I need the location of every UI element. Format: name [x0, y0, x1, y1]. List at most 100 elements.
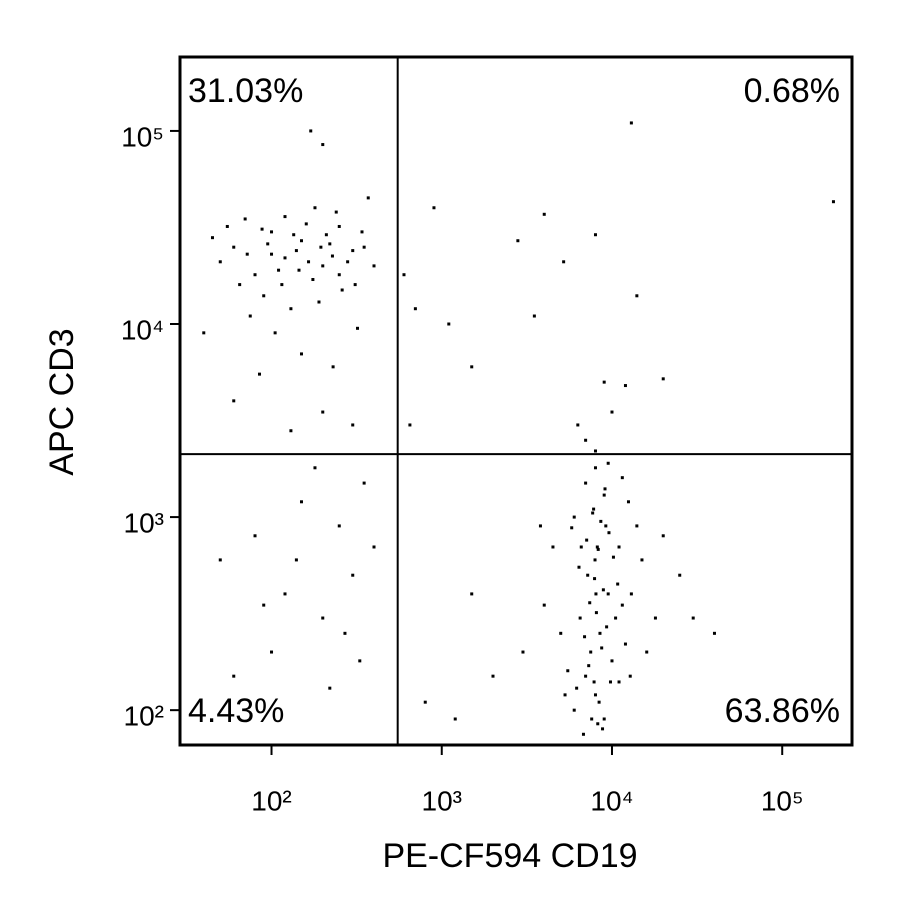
event-dot	[595, 545, 599, 549]
event-dot	[628, 674, 632, 678]
event-dot	[593, 558, 597, 562]
event-dot	[337, 524, 341, 528]
event-dot	[542, 603, 546, 607]
event-dot	[585, 538, 589, 542]
event-dot	[603, 487, 607, 491]
event-dot	[321, 143, 325, 147]
event-dot	[577, 565, 581, 569]
event-dot	[593, 466, 597, 470]
event-dot	[340, 288, 344, 292]
event-dot	[304, 222, 308, 226]
event-dot	[280, 283, 284, 287]
event-dot	[629, 592, 633, 596]
x-tick-label: 10⁵	[761, 785, 804, 816]
event-dot	[299, 239, 303, 243]
event-dot	[238, 283, 242, 287]
event-dot	[586, 573, 590, 577]
event-dot	[601, 588, 605, 592]
event-dot	[581, 732, 585, 736]
event-dot	[592, 680, 596, 684]
event-dot	[563, 693, 567, 697]
event-dot	[447, 322, 451, 326]
event-dot	[678, 573, 682, 577]
event-dot	[588, 601, 592, 605]
event-dot	[262, 603, 266, 607]
event-dot	[601, 727, 605, 731]
event-dot	[319, 245, 323, 249]
event-dot	[653, 616, 657, 620]
event-dot	[491, 674, 495, 678]
event-dot	[626, 500, 630, 504]
event-dot	[596, 722, 600, 726]
event-dot	[596, 547, 600, 551]
event-dot	[331, 365, 335, 369]
event-dot	[270, 252, 274, 256]
event-dot	[606, 592, 610, 596]
event-dot	[593, 233, 597, 237]
event-dot	[313, 206, 317, 210]
event-dot	[324, 233, 328, 237]
event-dot	[408, 423, 412, 427]
event-dot	[330, 254, 334, 258]
event-dot	[270, 230, 274, 234]
event-dot	[617, 545, 621, 549]
event-dot	[620, 603, 624, 607]
event-dot	[432, 206, 436, 210]
event-dot	[283, 256, 287, 260]
event-dot	[360, 230, 364, 234]
y-tick-label: 10³	[124, 507, 164, 538]
y-axis-title: APC CD3	[43, 328, 81, 475]
event-dot	[321, 616, 325, 620]
event-dot	[402, 273, 406, 277]
event-dot	[608, 680, 612, 684]
event-dot	[270, 650, 274, 654]
event-dot	[297, 268, 301, 272]
event-dot	[317, 300, 321, 304]
event-dot	[589, 650, 593, 654]
quadrant-percent: 0.68%	[744, 72, 840, 110]
event-dot	[351, 249, 355, 253]
x-tick-label: 10²	[251, 785, 291, 816]
event-dot	[575, 686, 579, 690]
event-dot	[253, 534, 257, 538]
y-tick-label: 10²	[124, 701, 164, 732]
event-dot	[516, 239, 520, 243]
event-dot	[470, 365, 474, 369]
event-dot	[602, 493, 606, 497]
event-dot	[611, 555, 615, 559]
event-dot	[273, 331, 277, 335]
event-dot	[661, 377, 665, 381]
event-dot	[423, 700, 427, 704]
event-dot	[600, 646, 604, 650]
event-dot	[591, 511, 595, 515]
event-dot	[258, 372, 262, 376]
y-tick-label: 10⁴	[121, 314, 164, 345]
event-dot	[362, 481, 366, 485]
event-dot	[321, 410, 325, 414]
event-dot	[337, 273, 341, 277]
event-dot	[635, 294, 639, 298]
event-dot	[289, 429, 293, 433]
event-dot	[232, 674, 236, 678]
event-dot	[277, 268, 281, 272]
event-dot	[232, 399, 236, 403]
quadrant-percent: 31.03%	[188, 72, 303, 110]
event-dot	[294, 558, 298, 562]
event-dot	[572, 708, 576, 712]
event-dot	[218, 260, 222, 264]
event-dot	[584, 438, 588, 442]
event-dot	[289, 307, 293, 311]
event-dot	[372, 264, 376, 268]
event-dot	[712, 631, 716, 635]
event-dot	[593, 449, 597, 453]
event-dot	[623, 384, 627, 388]
event-dot	[538, 524, 542, 528]
event-dot	[353, 283, 357, 287]
event-dot	[606, 461, 610, 465]
event-dot	[362, 245, 366, 249]
event-dot	[299, 352, 303, 356]
event-dot	[243, 217, 247, 221]
x-tick-label: 10³	[422, 785, 462, 816]
